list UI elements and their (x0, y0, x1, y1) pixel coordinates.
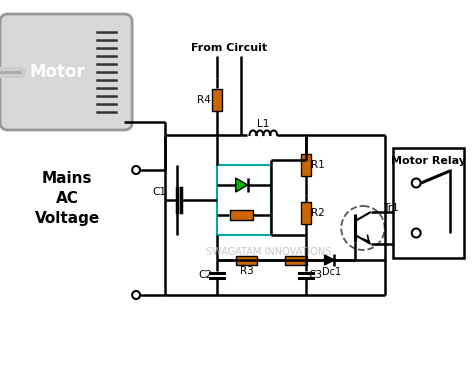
Text: R2: R2 (311, 208, 325, 218)
Bar (392, 148, 464, 258)
Polygon shape (236, 178, 247, 192)
Text: From Circuit: From Circuit (191, 43, 267, 53)
Text: L1: L1 (257, 119, 270, 129)
Bar (217, 165, 271, 235)
Bar (285, 256, 307, 264)
Text: Motor: Motor (29, 63, 85, 81)
Text: SWAGATAM INNOVATIONS: SWAGATAM INNOVATIONS (206, 247, 331, 257)
Bar (236, 256, 257, 264)
Text: Dc1: Dc1 (322, 267, 341, 277)
Bar (212, 89, 222, 111)
Text: AC: AC (55, 190, 79, 205)
FancyBboxPatch shape (0, 14, 132, 130)
Text: Voltage: Voltage (35, 211, 100, 225)
Text: Mains: Mains (42, 170, 92, 186)
Text: C3: C3 (309, 270, 323, 280)
Text: R3: R3 (240, 266, 254, 276)
Text: Tr1: Tr1 (383, 203, 399, 213)
Text: Motor Relay: Motor Relay (391, 156, 465, 166)
Polygon shape (325, 255, 334, 265)
Bar (301, 154, 310, 176)
Text: C2: C2 (198, 270, 212, 280)
Bar (230, 210, 254, 220)
Text: R1: R1 (311, 160, 325, 170)
Text: C1: C1 (153, 187, 167, 197)
Bar (301, 202, 310, 224)
Text: R4: R4 (197, 95, 211, 105)
